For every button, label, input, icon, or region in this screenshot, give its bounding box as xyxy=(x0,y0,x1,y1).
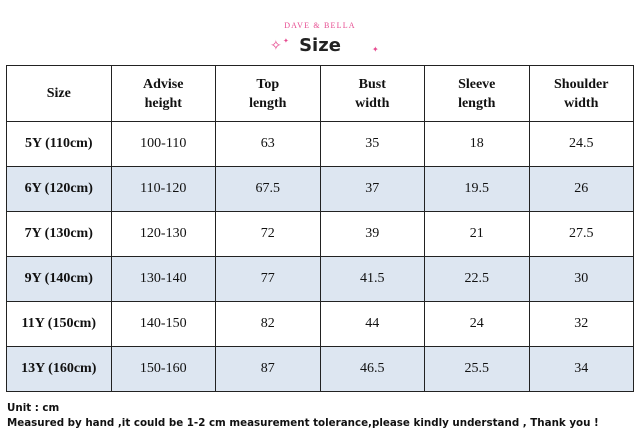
table-row: 5Y (110cm) 100-110 63 35 18 24.5 xyxy=(6,121,634,167)
sparkle-icon: ✦ xyxy=(372,45,379,54)
top-length-cell: 72 xyxy=(215,211,321,257)
shoulder-width-cell: 32 xyxy=(528,301,634,347)
advise-height-cell: 120-130 xyxy=(110,211,216,257)
advise-height-cell: 140-150 xyxy=(110,301,216,347)
sleeve-length-cell: 24 xyxy=(424,301,530,347)
top-length-cell: 87 xyxy=(215,346,321,392)
bust-width-cell: 44 xyxy=(319,301,425,347)
size-cell: 6Y (120cm) xyxy=(6,166,112,212)
column-header-top-length: Top length xyxy=(215,65,321,122)
column-header-sleeve-length: Sleeve length xyxy=(424,65,530,122)
tolerance-note: Measured by hand ,it could be 1-2 cm mea… xyxy=(7,417,599,429)
shoulder-width-cell: 30 xyxy=(528,256,634,302)
sparkle-icon: ✦ xyxy=(283,37,289,45)
column-header-shoulder-width: Shoulder width xyxy=(528,65,634,122)
size-cell: 9Y (140cm) xyxy=(6,256,112,302)
advise-height-cell: 100-110 xyxy=(110,121,216,167)
unit-note: Unit : cm xyxy=(7,402,60,414)
column-header-bust-width: Bust width xyxy=(319,65,425,122)
size-cell: 5Y (110cm) xyxy=(6,121,112,167)
table-row: 9Y (140cm) 130-140 77 41.5 22.5 30 xyxy=(6,256,634,302)
sleeve-length-cell: 19.5 xyxy=(424,166,530,212)
table-row: 11Y (150cm) 140-150 82 44 24 32 xyxy=(6,301,634,347)
bust-width-cell: 39 xyxy=(319,211,425,257)
shoulder-width-cell: 26 xyxy=(528,166,634,212)
advise-height-cell: 130-140 xyxy=(110,256,216,302)
column-header-size: Size xyxy=(6,65,112,122)
sleeve-length-cell: 25.5 xyxy=(424,346,530,392)
size-cell: 7Y (130cm) xyxy=(6,211,112,257)
shoulder-width-cell: 27.5 xyxy=(528,211,634,257)
shoulder-width-cell: 34 xyxy=(528,346,634,392)
size-cell: 11Y (150cm) xyxy=(6,301,112,347)
advise-height-cell: 150-160 xyxy=(110,346,216,392)
advise-height-cell: 110-120 xyxy=(110,166,216,212)
top-length-cell: 63 xyxy=(215,121,321,167)
bust-width-cell: 35 xyxy=(319,121,425,167)
size-table: Size Advise height Top length Bust width Sl… xyxy=(6,65,634,392)
bust-width-cell: 41.5 xyxy=(319,256,425,302)
table-row: 13Y (160cm) 150-160 87 46.5 25.5 34 xyxy=(6,346,634,392)
size-chart-footer: Unit : cm Measured by hand ,it could be … xyxy=(7,401,633,431)
table-header-row: Size Advise height Top length Bust width Sl… xyxy=(6,65,634,122)
table-row: 6Y (120cm) 110-120 67.5 37 19.5 26 xyxy=(6,166,634,212)
size-chart-header: DAVE & BELLA ✧ ✦ Size ✦ xyxy=(0,0,640,64)
shoulder-width-cell: 24.5 xyxy=(528,121,634,167)
sparkle-icon: ✧ xyxy=(270,39,282,54)
sleeve-length-cell: 21 xyxy=(424,211,530,257)
bust-width-cell: 37 xyxy=(319,166,425,212)
sleeve-length-cell: 18 xyxy=(424,121,530,167)
size-cell: 13Y (160cm) xyxy=(6,346,112,392)
bust-width-cell: 46.5 xyxy=(319,346,425,392)
table-row: 7Y (130cm) 120-130 72 39 21 27.5 xyxy=(6,211,634,257)
top-length-cell: 82 xyxy=(215,301,321,347)
brand-logo-text: DAVE & BELLA xyxy=(284,21,356,30)
top-length-cell: 67.5 xyxy=(215,166,321,212)
top-length-cell: 77 xyxy=(215,256,321,302)
column-header-advise-height: Advise height xyxy=(110,65,216,122)
page-title: Size xyxy=(299,35,341,56)
sleeve-length-cell: 22.5 xyxy=(424,256,530,302)
